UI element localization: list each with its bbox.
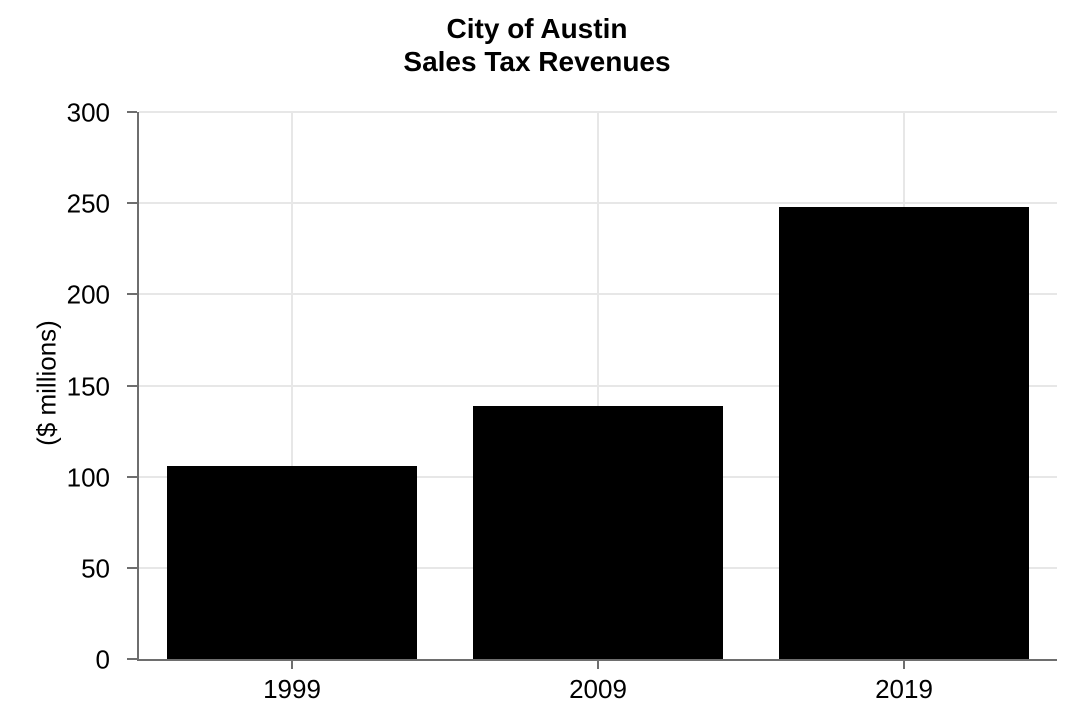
x-axis-line [137, 659, 1057, 661]
bar-1999 [167, 466, 417, 659]
bar-2019 [779, 207, 1029, 659]
y-axis-tick [127, 111, 137, 113]
x-tick-label: 1999 [263, 674, 321, 704]
v-gridline [597, 112, 599, 659]
y-tick-label: 150 [66, 371, 110, 402]
y-axis-tick [127, 476, 137, 478]
chart-title-line-1: City of Austin [446, 13, 628, 44]
y-tick-label: 300 [66, 97, 110, 128]
x-axis-tick [291, 661, 293, 669]
y-tick-label: 0 [95, 644, 110, 675]
y-axis-tick [127, 385, 137, 387]
x-tick-label: 2009 [569, 674, 627, 704]
x-axis-tick [597, 661, 599, 669]
y-axis-tick [127, 658, 137, 660]
y-tick-label: 100 [66, 462, 110, 493]
v-gridline [291, 112, 293, 659]
x-axis-tick [903, 661, 905, 669]
y-tick-label: 250 [66, 188, 110, 219]
chart-title: City of Austin Sales Tax Revenues [0, 12, 1074, 78]
y-axis-tick [127, 567, 137, 569]
y-axis-tick [127, 293, 137, 295]
y-axis-tick [127, 202, 137, 204]
y-tick-label: 200 [66, 279, 110, 310]
x-tick-label: 2019 [875, 674, 933, 704]
y-tick-label: 50 [81, 553, 110, 584]
y-axis-line [137, 112, 139, 661]
bar-2009 [473, 406, 723, 659]
chart-title-line-2: Sales Tax Revenues [403, 46, 671, 77]
